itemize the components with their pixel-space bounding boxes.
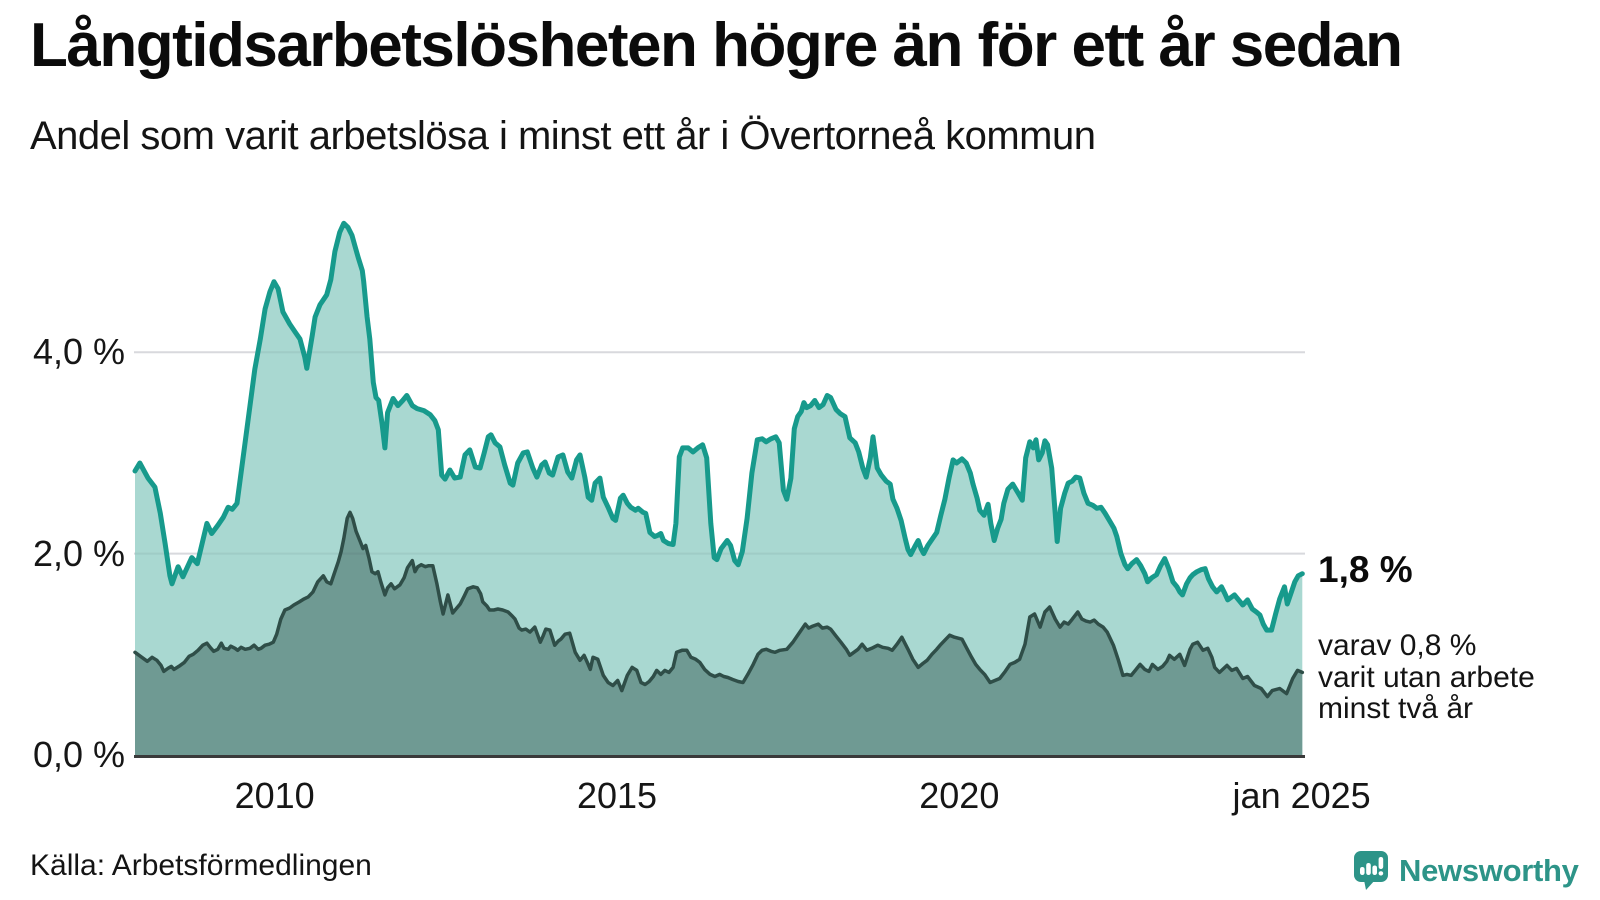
newsworthy-wordmark: Newsworthy bbox=[1399, 852, 1579, 888]
line-one-year bbox=[132, 220, 1305, 633]
y-tick-label: 4,0 % bbox=[33, 331, 126, 373]
newsworthy-chart-bubble-icon bbox=[1354, 851, 1388, 890]
x-tick-label: 2015 bbox=[576, 775, 658, 816]
page-subtitle: Andel som varit arbetslösa i minst ett å… bbox=[30, 114, 1096, 158]
two-year-note: varav 0,8 % varit utan arbete minst två … bbox=[1318, 629, 1535, 725]
page-title: Långtidsarbetslösheten högre än för ett … bbox=[30, 11, 1403, 80]
newsworthy-logo: Newsworthy bbox=[1353, 850, 1579, 891]
source-note: Källa: Arbetsförmedlingen bbox=[30, 849, 372, 882]
x-tick-label: 2020 bbox=[919, 775, 1000, 816]
y-tick-label: 0,0 % bbox=[33, 734, 126, 775]
area-two-years bbox=[135, 512, 1303, 755]
x-tick-label: 2010 bbox=[234, 775, 315, 816]
latest-value-label: 1,8 % bbox=[1318, 549, 1413, 590]
line-two-years bbox=[133, 510, 1305, 699]
x-tick-label: jan 2025 bbox=[1232, 775, 1371, 816]
y-tick-label: 2,0 % bbox=[33, 532, 126, 574]
